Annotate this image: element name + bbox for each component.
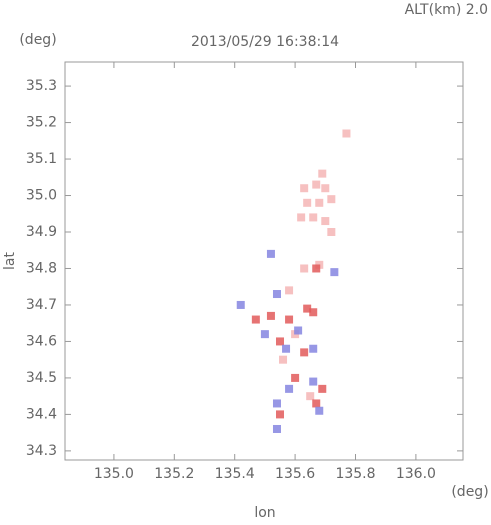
radar-echo — [318, 384, 327, 393]
x-tick-label: 135.8 — [335, 466, 375, 482]
radar-echo — [285, 286, 294, 295]
radar-echo — [309, 344, 318, 353]
x-tick-label: 135.6 — [275, 466, 315, 482]
radar-echo — [309, 308, 318, 317]
x-unit: (deg) — [451, 484, 488, 500]
radar-echo — [236, 300, 245, 309]
y-tick-label: 34.9 — [26, 224, 57, 240]
radar-echo — [315, 198, 324, 207]
y-tick-label: 34.4 — [26, 406, 57, 422]
radar-echo — [327, 195, 336, 204]
y-tick-label: 34.6 — [26, 333, 57, 349]
radar-echo — [297, 213, 306, 222]
radar-echo — [300, 184, 309, 193]
x-axis-label: lon — [254, 505, 275, 521]
radar-echo — [309, 213, 318, 222]
y-tick-label: 35.1 — [26, 151, 57, 167]
radar-echo — [300, 348, 309, 357]
radar-echo — [251, 315, 260, 324]
chart-title: 2013/05/29 16:38:14 — [191, 34, 339, 50]
radar-echo — [303, 198, 312, 207]
radar-echo — [279, 355, 288, 364]
radar-echo — [342, 129, 351, 138]
radar-echo — [266, 249, 275, 258]
radar-echo — [309, 377, 318, 386]
y-tick-label: 35.0 — [26, 188, 57, 204]
radar-echo — [321, 184, 330, 193]
radar-echo — [312, 399, 321, 408]
radar-echo — [318, 169, 327, 178]
x-tick-label: 135.4 — [215, 466, 255, 482]
radar-echo — [321, 217, 330, 226]
radar-echo — [330, 268, 339, 277]
radar-echo — [312, 264, 321, 273]
radar-echo — [282, 344, 291, 353]
radar-echo — [294, 326, 303, 335]
altitude-label: ALT(km) 2.0 — [405, 2, 488, 18]
radar-echo — [285, 315, 294, 324]
radar-echo — [303, 304, 312, 313]
y-tick-label: 35.2 — [26, 115, 57, 131]
x-tick-label: 135.0 — [94, 466, 134, 482]
radar-echo — [272, 290, 281, 299]
radar-echo — [276, 410, 285, 419]
x-tick-label: 136.0 — [396, 466, 436, 482]
radar-echo — [291, 373, 300, 382]
radar-echo — [272, 399, 281, 408]
radar-echo — [272, 424, 281, 433]
radar-echo — [300, 264, 309, 273]
y-tick-label: 34.3 — [26, 443, 57, 459]
y-axis-label: lat — [2, 252, 18, 270]
radar-echo — [306, 392, 315, 401]
radar-echo — [285, 384, 294, 393]
plot-frame — [64, 61, 464, 461]
radar-echo — [260, 330, 269, 339]
radar-echo — [327, 227, 336, 236]
radar-echo — [266, 311, 275, 320]
radar-echo — [315, 406, 324, 415]
y-tick-label: 34.8 — [26, 260, 57, 276]
x-tick-label: 135.2 — [154, 466, 194, 482]
y-tick-label: 34.5 — [26, 370, 57, 386]
y-tick-label: 34.7 — [26, 297, 57, 313]
y-unit: (deg) — [19, 32, 56, 48]
radar-echo — [312, 180, 321, 189]
radar-echo — [276, 337, 285, 346]
y-tick-label: 35.3 — [26, 78, 57, 94]
